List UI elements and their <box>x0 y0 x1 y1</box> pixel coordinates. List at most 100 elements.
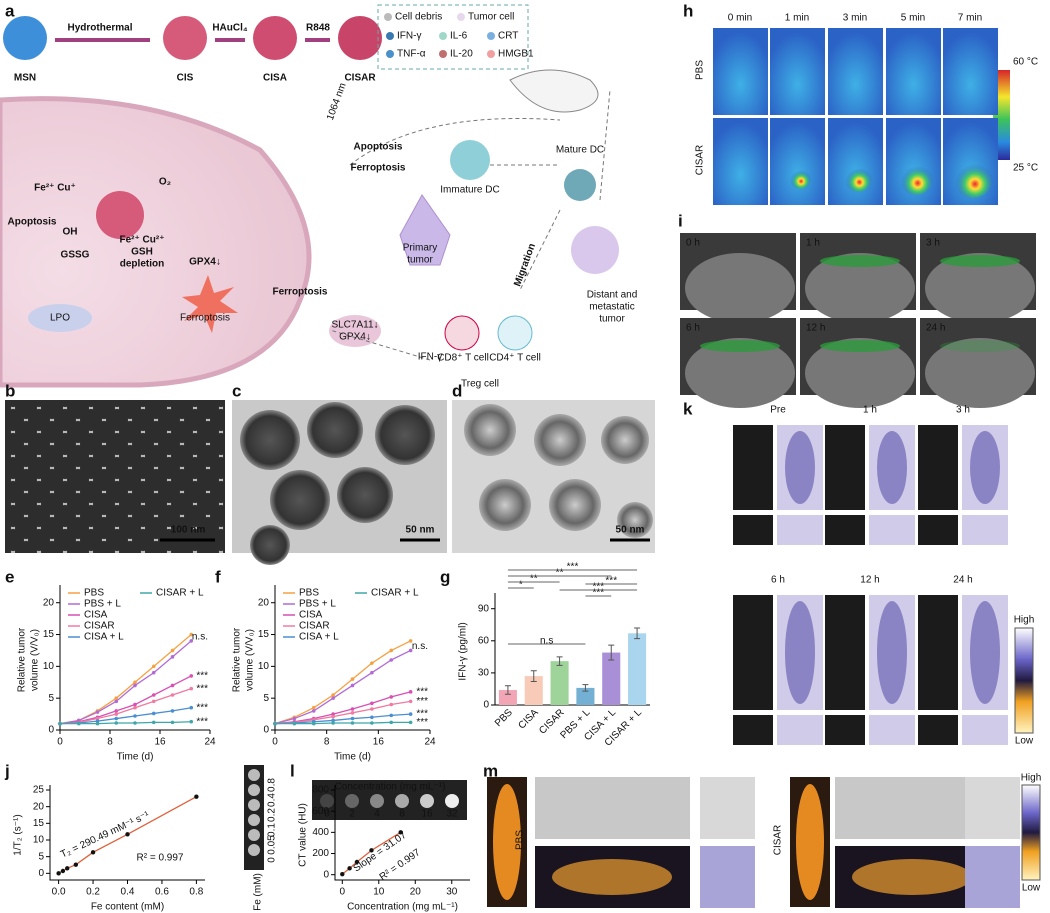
nanoparticle <box>3 16 47 60</box>
time-label: 0 min <box>728 13 752 24</box>
y-axis-label: volume (V/V₀) <box>30 629 41 691</box>
point <box>389 713 394 718</box>
series-line <box>59 675 192 725</box>
time-label: 5 min <box>901 13 925 24</box>
thermal-image <box>770 118 825 205</box>
point <box>133 721 137 725</box>
y-tick-label: 60 <box>478 635 490 646</box>
legend-symbol <box>386 50 394 58</box>
time-label: 3 h <box>956 405 970 416</box>
colorbar <box>1014 627 1034 734</box>
y-axis-label: CT value (HU) <box>298 803 309 867</box>
point <box>408 648 413 653</box>
bar <box>628 633 647 705</box>
thermal-image <box>713 118 768 205</box>
error-bar <box>608 644 615 661</box>
point <box>151 711 156 716</box>
time-label: 7 min <box>958 13 982 24</box>
x-tick-label: 0.6 <box>155 887 169 898</box>
significance: n.s. <box>412 641 428 652</box>
series-line <box>274 640 411 725</box>
body <box>785 431 815 504</box>
legend-label: TNF-α <box>397 49 426 60</box>
point <box>58 721 62 726</box>
y-tick-label: 25 <box>33 785 45 796</box>
y-tick-label: 0 <box>483 700 489 711</box>
inset-label: 0.2 <box>267 808 278 822</box>
point <box>408 720 413 725</box>
skeleton <box>796 784 824 900</box>
schematic-label: IFN-γ <box>418 352 442 363</box>
point <box>90 850 96 855</box>
cell-label: O₂ <box>159 177 171 188</box>
significance: ** <box>556 568 564 579</box>
point <box>389 702 394 707</box>
point <box>114 712 119 716</box>
schematic-label: CD4⁺ T cell <box>489 353 541 364</box>
overlay-slice <box>869 715 915 745</box>
x-tick-label: 0.0 <box>52 887 66 898</box>
legend-label: CISA + L <box>84 632 124 643</box>
axis <box>49 785 205 881</box>
sample <box>320 794 334 808</box>
schematic-label: Mature DC <box>556 145 604 156</box>
point <box>350 711 355 715</box>
x-tick-label: 16 <box>373 737 385 748</box>
legend-label: CISA + L <box>299 632 339 643</box>
tem-particles <box>240 402 435 565</box>
inset-label: Fe (mM) <box>253 873 264 911</box>
overlay-axial <box>965 846 1020 908</box>
nanoparticle <box>338 16 382 60</box>
bar <box>602 652 621 705</box>
panel-letter: a <box>5 1 15 20</box>
row-label: CISAR <box>695 145 706 176</box>
point <box>56 871 61 876</box>
series-line <box>275 721 411 725</box>
point <box>340 871 345 877</box>
colorbar-label: High <box>1014 615 1035 626</box>
x-tick-label: 0.2 <box>86 887 100 898</box>
y-tick-label: 0 <box>48 725 54 736</box>
nanoparticle <box>96 191 144 239</box>
point <box>370 715 374 720</box>
cell-label: GSSG <box>61 250 90 261</box>
y-tick-label: 90 <box>478 603 490 614</box>
point <box>370 670 374 675</box>
annotation: R² = 0.997 <box>137 853 184 864</box>
ct-inset <box>312 780 467 820</box>
point <box>170 683 175 688</box>
point <box>151 670 156 675</box>
body <box>785 601 815 704</box>
significance: *** <box>567 562 579 573</box>
scale-label: 50 nm <box>406 525 435 536</box>
ct-image <box>825 425 865 510</box>
oval <box>28 304 92 332</box>
point <box>408 712 413 716</box>
point <box>170 648 175 653</box>
inset-label: 2 <box>349 809 355 820</box>
point <box>133 714 137 718</box>
cell-label: depletion <box>120 259 164 270</box>
legend-symbol <box>386 32 394 40</box>
legend-label: IL-6 <box>450 31 468 42</box>
tissue <box>805 253 915 323</box>
point <box>114 696 119 700</box>
overlay-axial <box>700 846 755 908</box>
point <box>273 721 277 726</box>
point <box>331 721 335 725</box>
ct-axial <box>700 777 755 839</box>
body <box>877 601 907 704</box>
ct-slice <box>825 715 865 745</box>
axis <box>494 593 650 706</box>
y-tick-label: 400 <box>312 827 329 838</box>
y-tick-label: 5 <box>263 693 269 704</box>
x-tick-label: 24 <box>424 737 436 748</box>
synthesis-label: CIS <box>177 73 194 84</box>
point <box>350 721 355 725</box>
significance: *** <box>416 686 428 697</box>
time-label: 12 h <box>860 575 879 586</box>
sample <box>420 794 434 808</box>
schematic-label: Distant and <box>587 290 638 301</box>
panel-letter: j <box>4 761 10 780</box>
point <box>331 696 335 700</box>
